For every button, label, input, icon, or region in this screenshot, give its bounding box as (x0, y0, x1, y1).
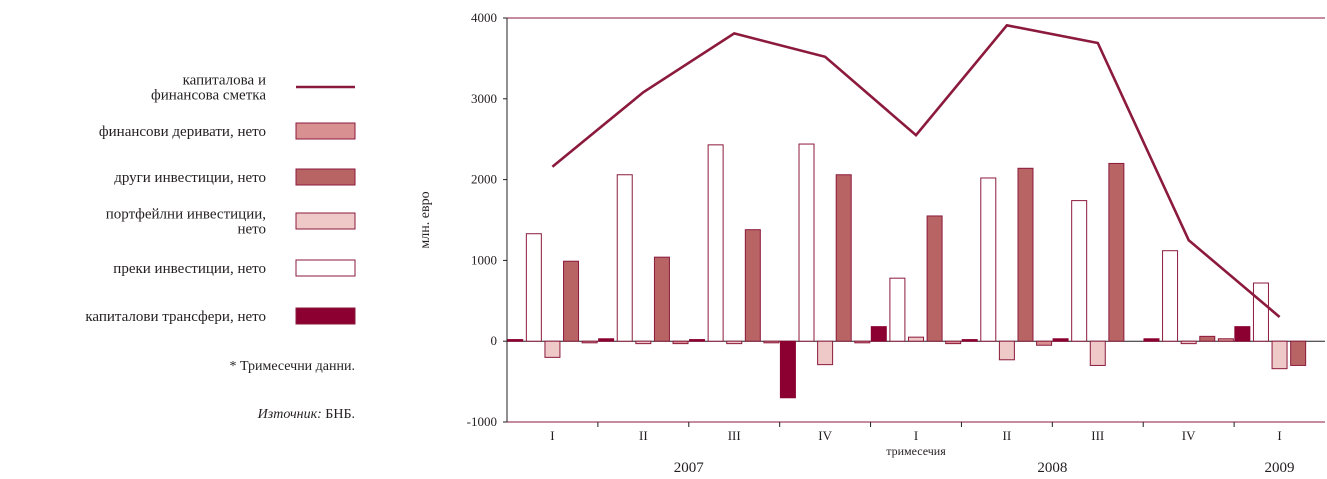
bar (581, 340, 598, 344)
footnote: * Тримесечни данни. (229, 359, 355, 374)
legend-label: портфейлни инвестиции, (106, 207, 266, 223)
bar (998, 340, 1015, 361)
y-tick-label: -1000 (467, 414, 497, 429)
series-line (551, 23, 1281, 318)
bar (635, 340, 652, 345)
y-axis-title: млн. евро (418, 191, 433, 248)
bar (1199, 335, 1216, 342)
bar (945, 340, 962, 345)
legend-swatch (295, 168, 356, 186)
bar (835, 174, 852, 342)
x-tick-label: I (550, 428, 554, 443)
legend-swatch (295, 307, 356, 325)
legend-label: капиталови трансфери, нето (85, 309, 266, 325)
bar (798, 143, 815, 342)
bar (1071, 200, 1088, 342)
x-tick-label: IV (818, 428, 832, 443)
bar (961, 339, 978, 342)
bar (1180, 340, 1197, 345)
bar (980, 177, 997, 342)
source-prefix: Източник: (257, 407, 322, 422)
bar (744, 229, 761, 342)
bar (544, 340, 561, 358)
source-text: БНБ. (322, 407, 355, 422)
year-label: 2009 (1265, 460, 1295, 476)
y-tick-label: 0 (491, 333, 498, 348)
x-tick-label: III (728, 428, 741, 443)
bar (889, 277, 906, 342)
legend-swatch (295, 259, 356, 277)
y-tick-label: 1000 (471, 252, 497, 267)
bar (926, 215, 943, 342)
legend-label: нето (237, 222, 266, 238)
bar (672, 340, 689, 345)
bar (707, 144, 724, 342)
bar (854, 340, 871, 344)
x-tick-label: II (1003, 428, 1012, 443)
bar (1143, 338, 1160, 342)
bar (1089, 340, 1106, 366)
bar (908, 336, 924, 342)
bar (779, 340, 796, 399)
bar (1217, 338, 1234, 342)
bar (1017, 167, 1034, 342)
y-tick-label: 3000 (471, 91, 497, 106)
bar (598, 338, 615, 342)
bar (616, 174, 633, 342)
x-tick-label: IV (1182, 428, 1196, 443)
source-note: Източник: БНБ. (257, 407, 355, 422)
legend-label: други инвестиции, нето (114, 170, 266, 186)
bar (689, 339, 706, 342)
year-label: 2007 (674, 460, 705, 476)
y-tick-label: 2000 (471, 172, 497, 187)
x-tick-label: II (639, 428, 648, 443)
bar (507, 339, 524, 342)
legend-label: финансова сметка (151, 88, 266, 104)
x-tick-label: III (1091, 428, 1104, 443)
bar (1036, 340, 1053, 346)
legend-label: капиталова и (183, 73, 266, 89)
bar (1162, 250, 1179, 342)
bar (1234, 326, 1251, 342)
bar (1271, 340, 1288, 370)
legend-label: финансови деривати, нето (99, 124, 266, 140)
bar (1108, 162, 1125, 342)
x-tick-label: I (914, 428, 918, 443)
legend-swatch (295, 212, 356, 230)
year-label: 2008 (1037, 460, 1067, 476)
bar (817, 340, 834, 366)
bar (1052, 338, 1069, 342)
bar (1290, 340, 1307, 366)
bar (726, 340, 743, 345)
legend-swatch (295, 122, 356, 140)
bar (1252, 282, 1269, 342)
bar (563, 260, 580, 342)
y-tick-label: 4000 (471, 10, 497, 25)
bar (653, 256, 670, 342)
bar (525, 233, 542, 342)
legend-label: преки инвестиции, нето (113, 261, 266, 277)
bar (763, 340, 780, 344)
x-tick-label: I (1277, 428, 1281, 443)
bar (870, 326, 887, 342)
x-axis-title: тримесечия (886, 444, 946, 458)
